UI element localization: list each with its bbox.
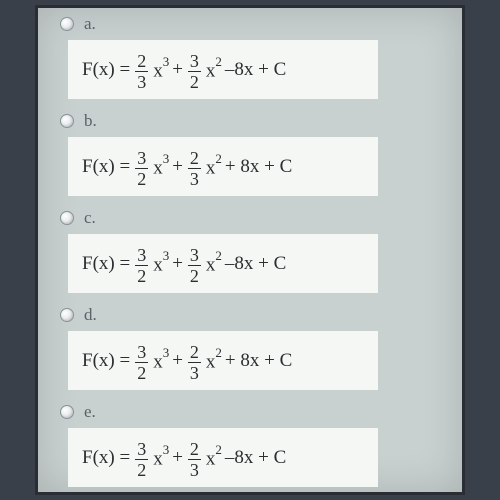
option-b-formula: F(x) = 3 2 x3 + 2 3 x2 + 8x + C xyxy=(68,137,378,196)
lhs: F(x) = xyxy=(82,447,130,469)
fraction: 2 3 xyxy=(135,52,148,91)
term: x2 xyxy=(206,445,222,470)
option-d-formula: F(x) = 3 2 x3 + 2 3 x2 + 8x + C xyxy=(68,331,378,390)
lhs: F(x) = xyxy=(82,350,130,372)
fraction: 3 2 xyxy=(135,246,148,285)
option-b-label: b. xyxy=(84,111,97,131)
option-a: a. F(x) = 2 3 x3 + 3 2 x2 –8x + C xyxy=(46,12,454,107)
lhs: F(x) = xyxy=(82,59,130,81)
op: + xyxy=(172,253,183,275)
option-a-label: a. xyxy=(84,14,96,34)
term: x2 xyxy=(206,154,222,179)
tail: + 8x + C xyxy=(225,156,292,178)
option-e-label: e. xyxy=(84,402,96,422)
option-b: b. F(x) = 3 2 x3 + 2 3 x2 + 8x + C xyxy=(46,109,454,204)
term: x3 xyxy=(153,445,169,470)
fraction: 2 3 xyxy=(188,440,201,479)
fraction: 3 2 xyxy=(135,149,148,188)
option-c-formula: F(x) = 3 2 x3 + 3 2 x2 –8x + C xyxy=(68,234,378,293)
fraction: 3 2 xyxy=(188,52,201,91)
radio-icon[interactable] xyxy=(60,17,74,31)
tail: + 8x + C xyxy=(225,350,292,372)
term: x3 xyxy=(153,154,169,179)
tail: –8x + C xyxy=(225,253,286,275)
tail: –8x + C xyxy=(225,447,286,469)
option-c-label: c. xyxy=(84,208,96,228)
lhs: F(x) = xyxy=(82,156,130,178)
option-a-formula: F(x) = 2 3 x3 + 3 2 x2 –8x + C xyxy=(68,40,378,99)
fraction: 2 3 xyxy=(188,343,201,382)
fraction: 3 2 xyxy=(135,440,148,479)
term: x2 xyxy=(206,251,222,276)
radio-icon[interactable] xyxy=(60,211,74,225)
term: x2 xyxy=(206,348,222,373)
tail: –8x + C xyxy=(225,59,286,81)
option-d: d. F(x) = 3 2 x3 + 2 3 x2 + 8x + C xyxy=(46,303,454,398)
term: x3 xyxy=(153,251,169,276)
option-e-header[interactable]: e. xyxy=(46,400,454,428)
term: x2 xyxy=(206,57,222,82)
lhs: F(x) = xyxy=(82,253,130,275)
option-e: e. F(x) = 3 2 x3 + 2 3 x2 –8x + C xyxy=(46,400,454,495)
op: + xyxy=(172,156,183,178)
op: + xyxy=(172,350,183,372)
fraction: 3 2 xyxy=(135,343,148,382)
op: + xyxy=(172,447,183,469)
option-b-header[interactable]: b. xyxy=(46,109,454,137)
option-a-header[interactable]: a. xyxy=(46,12,454,40)
option-c-header[interactable]: c. xyxy=(46,206,454,234)
radio-icon[interactable] xyxy=(60,114,74,128)
radio-icon[interactable] xyxy=(60,308,74,322)
option-d-label: d. xyxy=(84,305,97,325)
fraction: 3 2 xyxy=(188,246,201,285)
option-c: c. F(x) = 3 2 x3 + 3 2 x2 –8x + C xyxy=(46,206,454,301)
radio-icon[interactable] xyxy=(60,405,74,419)
term: x3 xyxy=(153,57,169,82)
question-panel: a. F(x) = 2 3 x3 + 3 2 x2 –8x + C xyxy=(35,5,465,495)
option-e-formula: F(x) = 3 2 x3 + 2 3 x2 –8x + C xyxy=(68,428,378,487)
term: x3 xyxy=(153,348,169,373)
option-d-header[interactable]: d. xyxy=(46,303,454,331)
fraction: 2 3 xyxy=(188,149,201,188)
op: + xyxy=(172,59,183,81)
